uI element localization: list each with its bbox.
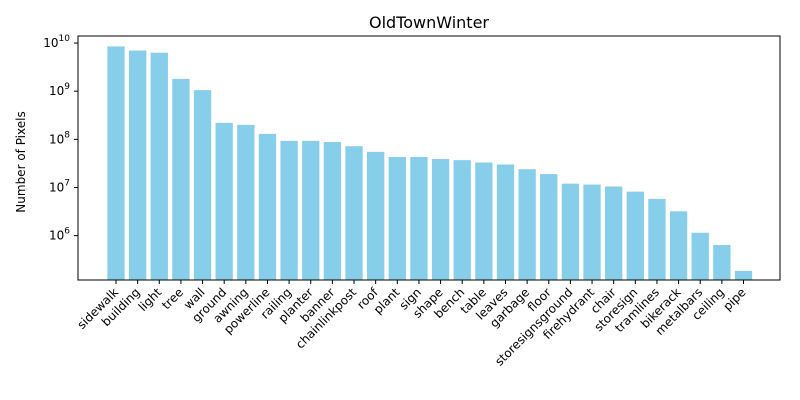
bar-table <box>475 162 493 280</box>
bar-storesignsground <box>561 183 580 280</box>
bar-firehydrant <box>583 184 601 280</box>
y-axis-label: Number of Pixels <box>14 111 28 212</box>
x-tick-label: pipe <box>720 285 748 313</box>
bar-garbage <box>518 169 536 280</box>
y-tick-label: 1010 <box>43 34 70 50</box>
bar-leaves <box>496 164 515 280</box>
bar-chair <box>605 186 623 280</box>
bar-metalbars <box>691 232 709 280</box>
bar-ceiling <box>713 244 731 280</box>
bar-bikerack <box>669 211 688 280</box>
bar-bench <box>453 160 471 280</box>
bar-railing <box>280 140 298 280</box>
bar-powerline <box>258 133 277 280</box>
x-ticks-group: sidewalkbuildinglighttreewallgroundawnin… <box>74 280 749 369</box>
y-tick-label: 109 <box>49 82 70 98</box>
y-ticks-group: 106 107 108 109 1010 <box>43 34 78 243</box>
bar-light <box>150 52 168 281</box>
bar-tramlines <box>648 198 666 280</box>
bar-building <box>128 50 147 280</box>
chart-title: OldTownWinter <box>369 13 489 32</box>
bar-planter <box>302 140 320 280</box>
bar-plant <box>388 157 406 280</box>
bar-sign <box>410 157 428 280</box>
bar-roof <box>367 151 385 280</box>
bar-floor <box>540 174 558 280</box>
bar-storesign <box>626 191 644 280</box>
bar-tree <box>172 78 190 281</box>
bar-banner <box>323 142 342 280</box>
y-tick-label: 108 <box>49 130 70 146</box>
y-tick-label: 107 <box>49 179 70 195</box>
x-tick-label: light <box>136 285 165 314</box>
plot-frame <box>77 35 781 281</box>
bar-wall <box>193 90 212 280</box>
bar-chainlinkpost <box>345 146 363 280</box>
bar-sidewalk <box>107 46 125 280</box>
bar-pipe <box>734 270 753 280</box>
bar-shape <box>431 159 450 280</box>
x-tick-label: tree <box>159 285 186 312</box>
bar-awning <box>237 124 255 280</box>
bars-group <box>107 46 753 281</box>
bar-ground <box>215 122 233 280</box>
y-tick-label: 106 <box>49 227 70 243</box>
